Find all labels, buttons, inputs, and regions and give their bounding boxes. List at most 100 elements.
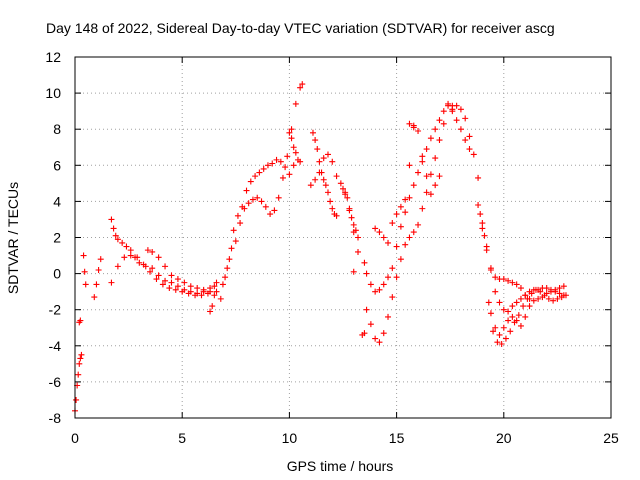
data-point bbox=[181, 279, 188, 286]
data-point bbox=[114, 263, 121, 270]
data-point bbox=[217, 295, 224, 302]
data-point bbox=[509, 279, 516, 286]
data-point bbox=[522, 292, 529, 299]
data-point bbox=[415, 128, 422, 135]
data-point bbox=[340, 185, 346, 192]
data-point bbox=[194, 285, 201, 292]
series-track-v bbox=[449, 102, 473, 140]
y-tick-label: 10 bbox=[45, 85, 61, 101]
series-track-l bbox=[286, 129, 304, 165]
data-point bbox=[162, 277, 169, 284]
x-tick-label: 25 bbox=[603, 430, 619, 446]
data-point bbox=[410, 182, 417, 189]
series-track-u bbox=[406, 120, 443, 198]
x-tick-label: 20 bbox=[496, 430, 512, 446]
data-point bbox=[258, 198, 265, 205]
data-point bbox=[307, 182, 314, 189]
data-point bbox=[207, 308, 214, 315]
series-track-t bbox=[372, 124, 417, 246]
data-point bbox=[505, 277, 512, 284]
x-tick-label: 0 bbox=[71, 430, 79, 446]
data-point bbox=[397, 203, 404, 210]
data-point bbox=[350, 221, 357, 228]
data-point bbox=[363, 270, 370, 277]
data-point bbox=[312, 176, 319, 183]
series-track-b bbox=[76, 317, 84, 326]
data-point bbox=[243, 187, 250, 194]
data-point bbox=[436, 117, 443, 124]
data-point bbox=[144, 247, 151, 254]
data-point bbox=[385, 239, 392, 246]
data-point bbox=[562, 292, 569, 299]
data-point bbox=[376, 286, 383, 293]
series-track-m bbox=[307, 129, 340, 219]
data-point bbox=[522, 313, 529, 320]
data-point bbox=[502, 335, 509, 342]
data-point bbox=[245, 200, 252, 207]
y-tick-label: -8 bbox=[49, 410, 62, 426]
data-point bbox=[367, 281, 374, 288]
data-point bbox=[402, 196, 409, 203]
plot-frame bbox=[74, 56, 612, 419]
data-point bbox=[558, 294, 565, 301]
series-track-a bbox=[72, 351, 85, 414]
data-point bbox=[436, 173, 443, 180]
data-point bbox=[213, 279, 220, 286]
y-tick-label: 2 bbox=[53, 230, 61, 246]
data-point bbox=[487, 266, 494, 273]
data-point bbox=[209, 303, 216, 310]
data-point bbox=[93, 281, 100, 288]
data-point bbox=[147, 268, 154, 275]
data-point bbox=[423, 173, 430, 180]
data-point bbox=[123, 243, 130, 250]
data-point bbox=[389, 265, 396, 272]
data-point bbox=[192, 292, 199, 299]
data-point bbox=[252, 173, 259, 180]
data-point bbox=[483, 243, 490, 250]
data-point bbox=[155, 254, 162, 261]
x-axis-label: GPS time / hours bbox=[287, 458, 394, 474]
data-point bbox=[312, 137, 319, 144]
data-point bbox=[337, 180, 344, 187]
data-point bbox=[528, 290, 535, 297]
data-point bbox=[333, 212, 340, 219]
data-point bbox=[264, 162, 271, 169]
data-point bbox=[213, 288, 220, 295]
data-point bbox=[95, 266, 102, 273]
data-point bbox=[211, 283, 218, 290]
data-point bbox=[445, 100, 452, 107]
data-point bbox=[162, 263, 169, 270]
data-point bbox=[324, 189, 331, 196]
data-point bbox=[517, 285, 524, 292]
data-point bbox=[320, 176, 327, 183]
data-point bbox=[406, 162, 413, 169]
data-point bbox=[389, 220, 396, 227]
data-point bbox=[91, 294, 98, 301]
data-point bbox=[77, 355, 84, 362]
axis-ticks: 0 5 10 15 20 25 -8 -6 -4 -2 0 2 4 6 8 10 12 bbox=[45, 49, 619, 446]
data-point bbox=[560, 283, 567, 290]
data-point bbox=[397, 223, 404, 230]
data-point bbox=[228, 245, 235, 252]
grid bbox=[75, 57, 611, 418]
data-point bbox=[333, 173, 340, 180]
chart-title: Day 148 of 2022, Sidereal Day-to-day VTE… bbox=[46, 20, 555, 36]
data-point bbox=[419, 158, 426, 165]
data-point bbox=[479, 220, 486, 227]
data-point bbox=[505, 308, 512, 315]
data-point bbox=[457, 126, 464, 133]
data-point bbox=[292, 100, 299, 107]
data-point bbox=[466, 146, 473, 153]
data-point bbox=[490, 328, 497, 335]
data-point bbox=[286, 171, 293, 178]
y-tick-label: 8 bbox=[53, 121, 61, 137]
data-point bbox=[350, 268, 357, 275]
data-point bbox=[537, 288, 544, 295]
data-point bbox=[530, 297, 537, 304]
data-point bbox=[329, 158, 336, 165]
data-point bbox=[277, 158, 284, 165]
data-point bbox=[108, 279, 115, 286]
data-point bbox=[520, 303, 527, 310]
data-point bbox=[541, 292, 548, 299]
